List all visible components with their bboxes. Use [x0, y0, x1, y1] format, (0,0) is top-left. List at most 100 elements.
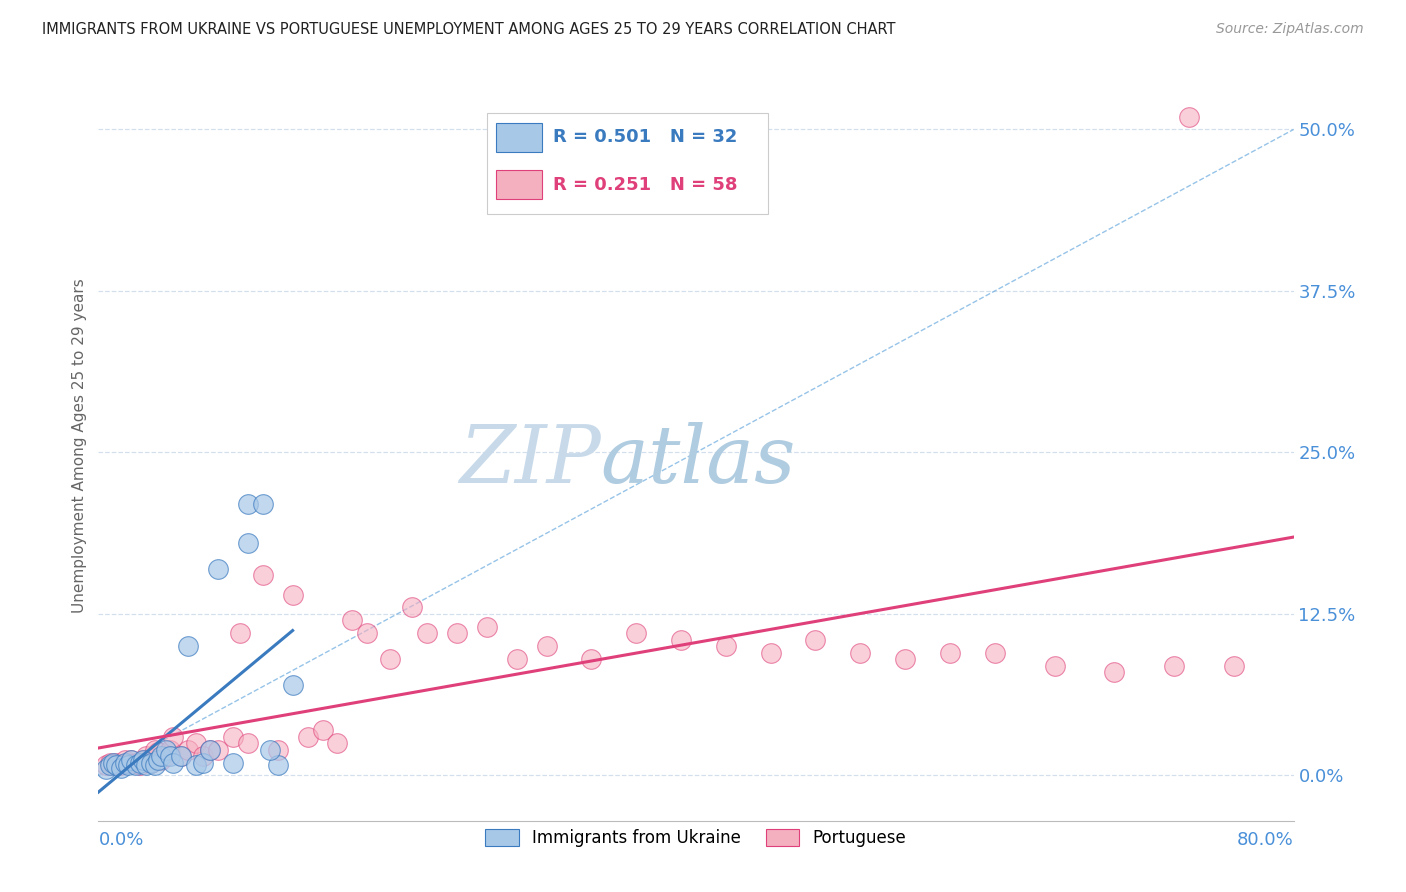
Point [200, 742, 222, 756]
Point [155, 742, 177, 756]
Point [1043, 658, 1066, 673]
Point [114, 753, 136, 767]
Point [94, 762, 117, 776]
Point [143, 742, 166, 756]
Point [342, 614, 364, 628]
Point [105, 758, 128, 772]
Point [94, 758, 117, 772]
Point [626, 626, 648, 640]
Point [150, 749, 173, 764]
Point [378, 652, 401, 666]
Point [207, 742, 229, 756]
Point [229, 626, 252, 640]
Point [110, 761, 132, 775]
Point [103, 758, 125, 772]
Point [125, 756, 148, 770]
Point [1223, 658, 1246, 673]
FancyBboxPatch shape [496, 123, 541, 152]
Point [669, 632, 692, 647]
Point [267, 758, 290, 772]
Point [103, 756, 125, 770]
Point [191, 756, 214, 770]
Point [1178, 110, 1201, 124]
Point [139, 756, 162, 770]
Point [714, 639, 737, 653]
Point [162, 730, 184, 744]
FancyBboxPatch shape [486, 112, 768, 214]
Text: 0.0%: 0.0% [98, 831, 143, 849]
Point [159, 749, 181, 764]
Point [129, 758, 152, 772]
Text: IMMIGRANTS FROM UKRAINE VS PORTUGUESE UNEMPLOYMENT AMONG AGES 25 TO 29 YEARS COR: IMMIGRANTS FROM UKRAINE VS PORTUGUESE UN… [42, 22, 896, 37]
Text: 80.0%: 80.0% [1237, 831, 1294, 849]
Point [162, 756, 184, 770]
Text: Source: ZipAtlas.com: Source: ZipAtlas.com [1216, 22, 1364, 37]
Point [236, 536, 259, 550]
Legend: Immigrants from Ukraine, Portuguese: Immigrants from Ukraine, Portuguese [479, 822, 912, 854]
Point [207, 562, 229, 576]
Point [135, 749, 157, 764]
Point [105, 756, 128, 770]
Point [129, 756, 152, 770]
Point [139, 756, 162, 770]
Point [184, 736, 207, 750]
Point [281, 678, 304, 692]
Point [222, 756, 245, 770]
Point [177, 742, 200, 756]
Point [222, 730, 245, 744]
Point [1163, 658, 1185, 673]
Point [281, 588, 304, 602]
Point [177, 639, 200, 653]
Point [894, 652, 917, 666]
Point [252, 497, 274, 511]
Point [169, 749, 191, 764]
Point [132, 753, 155, 767]
Point [117, 756, 139, 770]
Y-axis label: Unemployment Among Ages 25 to 29 years: Unemployment Among Ages 25 to 29 years [72, 278, 87, 614]
Point [252, 568, 274, 582]
Point [259, 742, 281, 756]
FancyBboxPatch shape [496, 170, 541, 199]
Point [326, 736, 349, 750]
Point [132, 753, 155, 767]
Point [804, 632, 827, 647]
Point [184, 758, 207, 772]
Point [120, 753, 142, 767]
Point [148, 745, 170, 759]
Point [117, 758, 139, 772]
Point [849, 646, 872, 660]
Point [984, 646, 1007, 660]
Text: R = 0.251   N = 58: R = 0.251 N = 58 [553, 176, 737, 194]
Point [506, 652, 529, 666]
Point [200, 742, 222, 756]
Point [475, 620, 498, 634]
Text: ZIP: ZIP [458, 422, 600, 500]
Point [416, 626, 439, 640]
Point [114, 756, 136, 770]
Point [125, 758, 148, 772]
Point [581, 652, 603, 666]
Point [148, 753, 170, 767]
Point [110, 758, 132, 772]
Text: R = 0.501   N = 32: R = 0.501 N = 32 [553, 128, 737, 146]
Point [401, 600, 423, 615]
Point [120, 753, 142, 767]
Point [98, 758, 122, 772]
Point [311, 723, 333, 738]
Point [356, 626, 378, 640]
Point [150, 753, 173, 767]
Point [236, 736, 259, 750]
Point [191, 749, 214, 764]
Point [939, 646, 962, 660]
Point [169, 749, 191, 764]
Point [297, 730, 319, 744]
Point [759, 646, 782, 660]
Point [155, 749, 177, 764]
Point [143, 758, 166, 772]
Point [446, 626, 468, 640]
Point [135, 758, 157, 772]
Point [236, 497, 259, 511]
Point [1104, 665, 1126, 679]
Point [267, 742, 290, 756]
Point [98, 756, 122, 770]
